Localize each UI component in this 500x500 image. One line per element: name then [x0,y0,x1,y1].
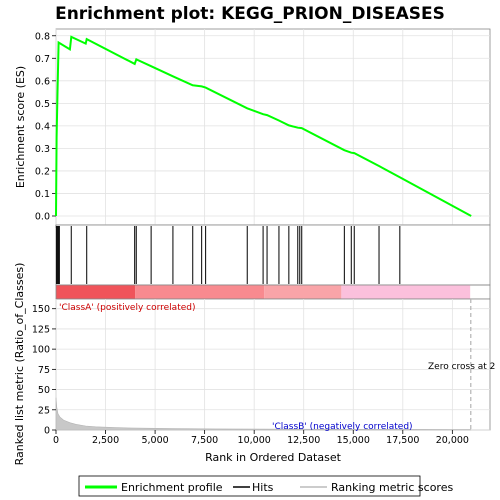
x-tick-label: 15,000 [337,435,370,446]
metric-y-tick-label: 100 [32,345,50,356]
class-b-label: 'ClassB' (negatively correlated) [272,422,413,432]
metric-y-tick-label: 125 [32,324,50,335]
metric-y-axis-label: Ranked list metric (Ratio_of_Classes) [13,263,26,466]
ranking-metric-area [55,397,472,431]
x-tick-label: 7,500 [191,435,218,446]
enrichment-profile-line [55,35,472,217]
hits-panel [55,224,491,286]
hit-lines [56,226,401,284]
legend-label-metric: Ranking metric scores [331,481,453,494]
x-tick-label: 0 [53,435,59,446]
es-y-tick-label: 0.7 [35,54,50,65]
x-tick-label: 2,500 [92,435,119,446]
colorbar-segment [56,285,136,299]
es-y-tick-label: 0.5 [35,99,50,110]
rank-colorbar [56,285,471,299]
es-y-tick-label: 0.3 [35,144,50,155]
colorbar-panel [55,284,491,300]
hits-area [55,224,491,286]
es-y-ticks: 0.0 0.1 0.2 0.3 0.4 0.5 0.6 0.7 0.8 [35,31,56,222]
es-y-tick-label: 0.0 [35,211,50,222]
metric-y-ticks: 0 25 50 75 100 125 150 [32,304,56,437]
es-panel: 0.0 0.1 0.2 0.3 0.4 0.5 0.6 0.7 0.8 Enrichment s… [14,28,491,228]
es-grid [55,29,490,225]
metric-y-tick-label: 150 [32,304,50,315]
x-tick-label: 12,500 [287,435,320,446]
legend: Enrichment profile Hits Ranking metric s… [78,475,453,497]
x-tick-label: 17,500 [386,435,419,446]
metric-y-tick-label: 50 [38,385,50,396]
es-y-tick-label: 0.6 [35,76,50,87]
colorbar-segment [264,285,342,299]
legend-label-enrichment: Enrichment profile [121,481,223,494]
x-tick-label: 20,000 [436,435,469,446]
metric-panel: 0 25 50 75 100 125 150 0 2,500 5,000 7,500 10,000 1… [13,263,495,466]
x-tick-label: 5,000 [141,435,168,446]
legend-label-hits: Hits [252,481,274,494]
chart-title: Enrichment plot: KEGG_PRION_DISEASES [55,4,445,24]
colorbar-segment [341,285,471,299]
zero-cross-label: Zero cross at 2 [428,362,495,372]
metric-x-ticks: 0 2,500 5,000 7,500 10,000 12,500 15,000 17,500… [53,430,469,446]
colorbar-segment [135,285,265,299]
metric-y-tick-label: 25 [38,405,50,416]
metric-plot-area [55,298,491,431]
es-y-tick-label: 0.2 [35,166,50,177]
es-y-tick-label: 0.4 [35,121,50,132]
es-y-tick-label: 0.8 [35,31,50,42]
metric-y-tick-label: 0 [44,426,50,437]
es-y-tick-label: 0.1 [35,189,50,200]
x-axis-label: Rank in Ordered Dataset [205,451,342,464]
metric-y-tick-label: 75 [38,365,50,376]
es-y-axis-label: Enrichment score (ES) [14,66,27,188]
class-a-label: 'ClassA' (positively correlated) [59,303,196,313]
x-tick-label: 10,000 [238,435,271,446]
